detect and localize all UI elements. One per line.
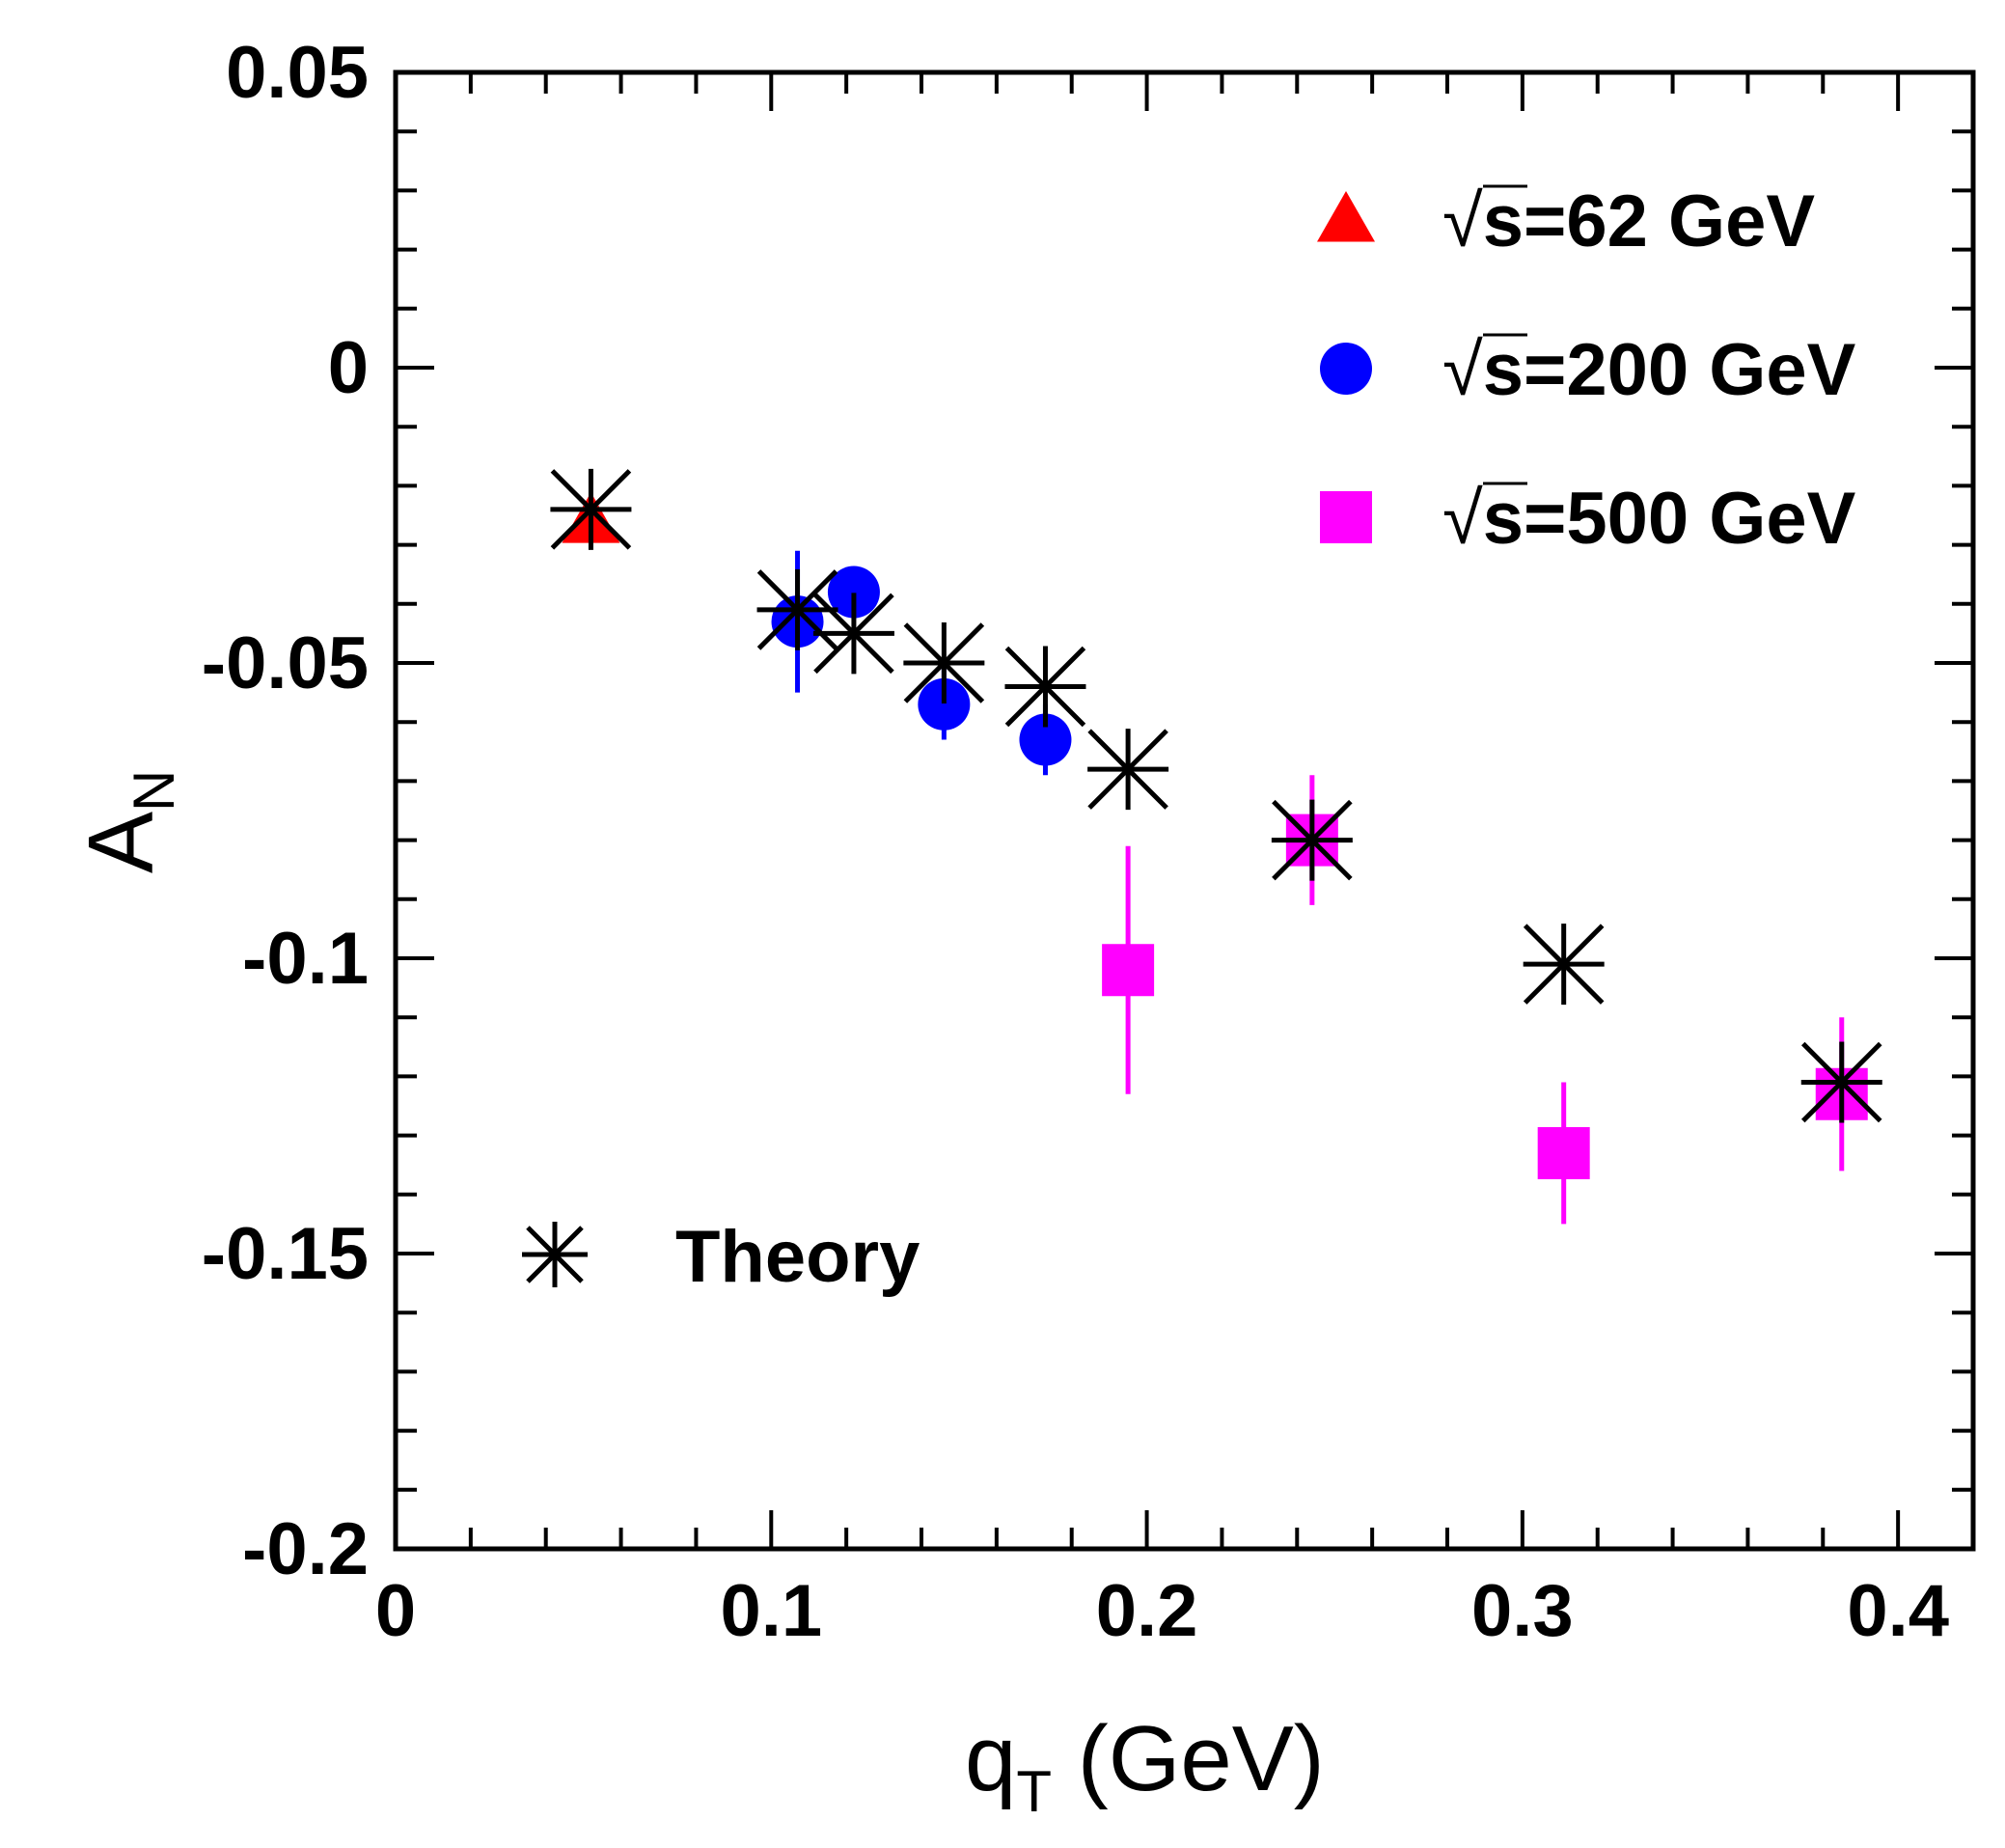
data-point [1537,1126,1590,1179]
legend-energy: s=500 GeV [1483,478,1856,560]
theory-point-d2 [1523,924,1605,1005]
data-markers [550,468,1882,1179]
theory-point-d2 [903,622,985,703]
y-tick-label: -0.2 [242,1508,369,1590]
theory-point [1271,799,1353,881]
tick-labels: 0 0.1 0.2 0.3 0.4 0.05 0 -0.05 -0.1 -0.15 -0.2 [202,32,1949,1652]
theory-point-d2 [1272,799,1353,881]
theory-point [1004,646,1086,728]
legend-energy: s=200 GeV [1483,329,1856,411]
theory-point [756,568,838,650]
legend-label: √s=500 GeV [1442,478,1856,560]
x-tick-label: 0.1 [720,1570,822,1652]
legend-marker [1320,343,1372,395]
theory-point-d2 [550,469,632,550]
data-point [1102,944,1155,997]
data-point [827,565,880,619]
plot-frame [393,69,1976,1552]
theory-point [1800,1041,1882,1123]
y-axis-title-main: A [69,812,173,873]
y-axis-title-sub: N [122,770,186,812]
theory-point [1523,924,1605,1006]
legend-label: Theory [675,1216,920,1298]
legend-root-sign: √ [1442,478,1483,560]
x-axis-title: qT (GeV) [965,1707,1325,1824]
theory-point-d2 [813,593,894,675]
legend-marker [1317,191,1375,242]
theory-point [1087,729,1169,811]
y-tick-label: 0.05 [226,32,369,114]
theory-point [903,622,985,703]
theory-point-d2 [1087,729,1168,810]
x-tick-label: 0 [375,1570,416,1652]
y-tick-label: -0.1 [242,918,369,1000]
x-tick-label: 0.3 [1471,1570,1574,1652]
data-point [918,677,971,731]
x-axis-title-sub: T [1016,1759,1052,1824]
legend-label: √s=200 GeV [1442,329,1856,411]
legend-root-sign: √ [1442,180,1483,262]
legend-asterisk-d2 [526,1226,584,1283]
theory-point [550,468,632,550]
data-point [1019,713,1072,766]
y-tick-label: -0.15 [202,1213,369,1295]
theory-point-d2 [1004,646,1086,728]
theory-point-d2 [1800,1041,1882,1123]
x-axis-title-main: q [965,1707,1016,1810]
legend-label: √s=62 GeV [1442,180,1815,262]
legend-marker [1320,491,1372,543]
y-tick-label: -0.05 [202,622,369,704]
y-tick-label: 0 [328,327,369,409]
x-tick-label: 0.2 [1096,1570,1198,1652]
x-tick-label: 0.4 [1847,1570,1949,1652]
x-axis-title-unit: (GeV) [1052,1707,1325,1810]
theory-point [812,593,894,675]
legend-marker-theory [522,1222,588,1287]
legend-energy: s=62 GeV [1483,180,1816,262]
y-axis-title: AN [69,770,186,873]
axis-ticks [394,70,1975,1551]
theory-point-d2 [756,569,838,650]
legend-root-sign: √ [1442,329,1483,411]
